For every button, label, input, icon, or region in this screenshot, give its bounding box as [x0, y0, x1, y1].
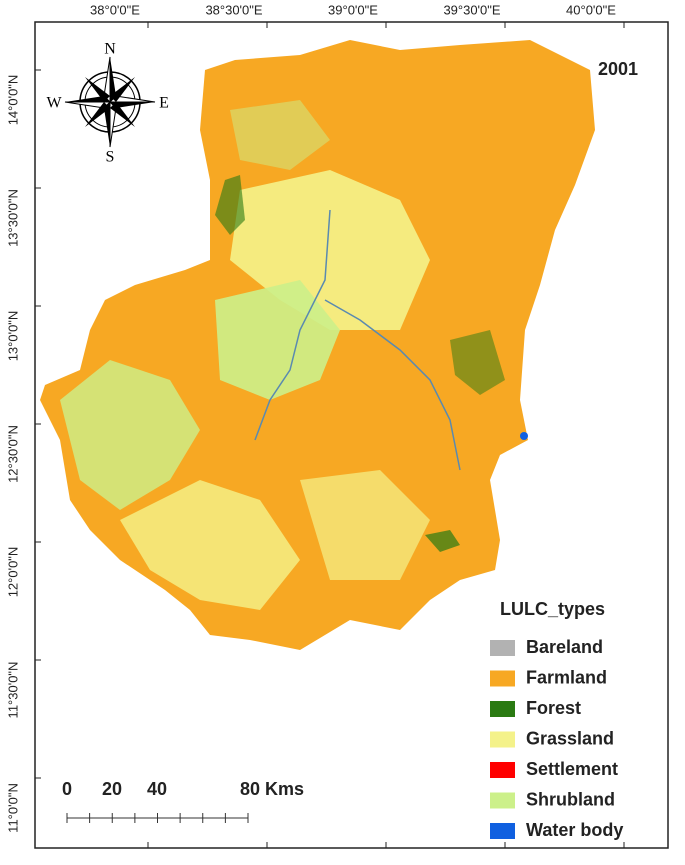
legend-label: Grassland: [526, 728, 614, 748]
legend-label: Settlement: [526, 759, 618, 779]
latitude-label: 14°0'0"N: [5, 75, 20, 126]
legend-swatch: [490, 731, 515, 748]
latitude-label: 13°0'0"N: [5, 311, 20, 362]
compass: N E S W: [46, 41, 168, 166]
scale-label: 40: [147, 779, 167, 799]
legend-swatch: [490, 823, 515, 839]
latitude-label: 11°30'0"N: [5, 662, 20, 719]
compass-s: S: [106, 149, 115, 166]
legend-swatch: [490, 640, 515, 656]
scale-label: 80 Kms: [240, 779, 304, 799]
legend-label: Water body: [526, 820, 623, 840]
legend-title: LULC_types: [500, 599, 605, 619]
compass-n: N: [104, 41, 116, 58]
scale-bar: 0 20 40 80 Kms: [62, 779, 304, 823]
legend-swatch: [490, 762, 515, 778]
legend-swatch: [490, 792, 515, 809]
coordinates: 38°0'0"E 38°30'0"E 39°0'0"E 39°30'0"E 40°0'0…: [5, 2, 625, 848]
legend-swatch: [490, 670, 515, 687]
legend-label: Forest: [526, 698, 581, 718]
scale-label: 0: [62, 779, 72, 799]
compass-w: W: [46, 95, 62, 112]
legend-label: Shrubland: [526, 789, 615, 809]
year-label: 2001: [598, 59, 638, 79]
scale-label: 20: [102, 779, 122, 799]
longitude-label: 38°30'0"E: [205, 2, 262, 17]
longitude-label: 38°0'0"E: [90, 2, 140, 17]
latitude-label: 13°30'0"N: [5, 189, 20, 247]
study-area: [40, 40, 595, 650]
latitude-label: 11°0'0"N: [5, 783, 20, 833]
longitude-label: 39°30'0"E: [443, 2, 500, 17]
longitude-label: 40°0'0"E: [566, 2, 616, 17]
legend-swatch: [490, 701, 515, 717]
latitude-label: 12°0'0"N: [5, 547, 20, 598]
legend-label: Bareland: [526, 637, 603, 657]
legend: LULC_types Bareland Farmland Forest Grasslan…: [490, 599, 623, 840]
latitude-label: 12°30'0"N: [5, 425, 20, 483]
compass-e: E: [159, 95, 169, 112]
longitude-label: 39°0'0"E: [328, 2, 378, 17]
legend-label: Farmland: [526, 667, 607, 687]
